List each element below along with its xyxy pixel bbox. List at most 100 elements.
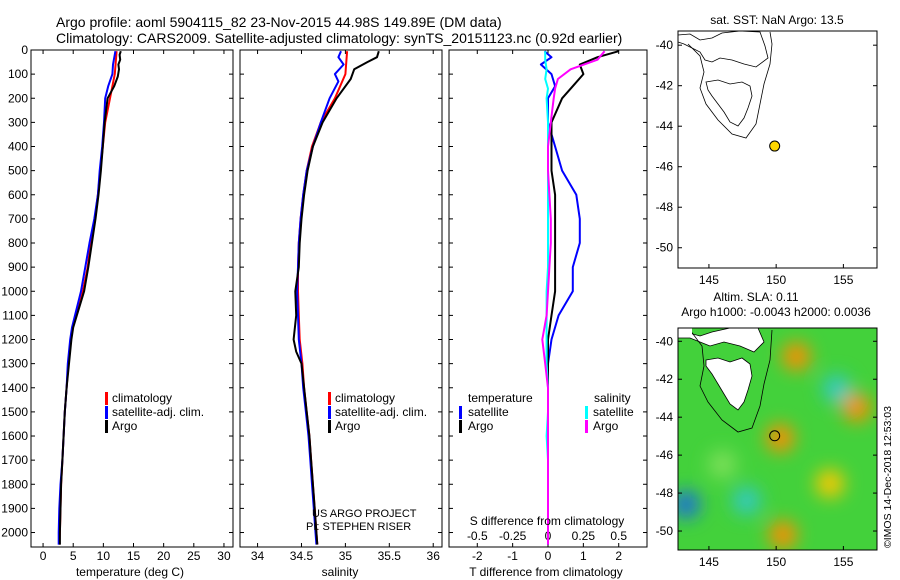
depth-tick-label: 1500 (1, 405, 28, 419)
lat-tick-label: -44 (656, 410, 674, 424)
lat-tick-label: -40 (656, 38, 674, 52)
lon-tick-label: 155 (833, 273, 853, 287)
lon-tick-label: 155 (833, 555, 853, 569)
lat-tick-label: -40 (656, 334, 674, 348)
legend-swatch-argo (328, 420, 331, 433)
series-line-argo (58, 50, 122, 545)
difference-lines (539, 50, 619, 545)
temperature-ticks: 0 5 10 15 20 25 30 (31, 49, 233, 563)
depth-tick-label: 0 (21, 43, 28, 57)
lat-tick-label: -42 (656, 79, 674, 93)
depth-tick-label: 1900 (1, 501, 28, 515)
legend-swatch-sal-satellite (585, 406, 588, 419)
legend-label-temp-satellite: satellite (468, 405, 509, 419)
lat-tick-label: -46 (656, 160, 674, 174)
series-line-satellite-adj-clim (296, 50, 345, 545)
legend-label-sal-satellite: satellite (593, 405, 634, 419)
lat-tick-label: -48 (656, 200, 674, 214)
depth-tick-label: 800 (8, 236, 28, 250)
mainland-land (678, 328, 765, 353)
sla-anomaly-blob (842, 393, 871, 422)
depth-tick-label: 1700 (1, 453, 28, 467)
project-credit: US ARGO PROJECT (312, 508, 417, 520)
depth-tick-label: 1100 (2, 308, 28, 322)
series-line-salinity-argo (541, 50, 606, 545)
sla-map-panel: Altim. SLA: 0.11 Argo h1000: -0.0043 h20… (656, 290, 878, 569)
sst-map-ticks: 145 150 155 -40 -42 -44 -46 -48 -50 (656, 38, 877, 287)
depth-tick-label: 1800 (1, 477, 28, 491)
tasmania-coastline (705, 79, 753, 127)
legend-swatch-satellite (105, 406, 108, 419)
depth-tick-label: 500 (8, 164, 28, 178)
sst-coastline (678, 31, 773, 139)
legend-label-satellite: satellite-adj. clim. (112, 405, 204, 419)
difference-ticks: -2 -1 0 1 2 (449, 49, 647, 563)
x-tick-label: 2 (615, 549, 622, 563)
sla-map-frame (677, 327, 878, 551)
legend-label-climatology: climatology (112, 391, 172, 405)
x-tick-label: -1 (507, 549, 518, 563)
legend-title-salinity: salinity (594, 391, 631, 405)
depth-tick-label: 1600 (1, 429, 28, 443)
sla-anomaly-blob (815, 469, 844, 498)
legend-label-satellite: satellite-adj. clim. (335, 405, 427, 419)
x-tick-label: 35 (339, 549, 353, 563)
sla-anomaly-blob (678, 490, 701, 519)
pi-credit: PI: STEPHEN RISER (306, 521, 411, 533)
sla-anomaly-blob (732, 486, 761, 515)
lat-tick-label: -48 (656, 486, 674, 500)
legend-label-climatology: climatology (335, 391, 395, 405)
depth-tick-label: 2000 (1, 526, 28, 540)
x-tick-label: -2 (472, 549, 483, 563)
lat-tick-label: -46 (656, 448, 674, 462)
top-x-tick-label: 0.5 (610, 529, 627, 543)
difference-top-x-label: S difference from climatology (470, 514, 625, 528)
x-tick-label: 36 (427, 549, 441, 563)
depth-tick-label: 200 (8, 91, 28, 105)
argo-profile-marker (769, 430, 781, 442)
depth-tick-label: 400 (8, 140, 28, 154)
series-line-climatology (297, 51, 349, 545)
top-x-tick-label: -0.25 (499, 529, 527, 543)
difference-panel: -2 -1 0 1 2 -0.5 -0.25 0 0.25 0.5 T difference f… (448, 49, 648, 579)
figure-title-line-1: Argo profile: aoml 5904115_82 23-Nov-201… (56, 14, 502, 30)
x-tick-label: 5 (70, 549, 77, 563)
lon-tick-label: 150 (766, 555, 786, 569)
difference-top-ticks: -0.5 -0.25 0 0.25 0.5 (467, 529, 627, 543)
series-line-argo (292, 50, 380, 545)
depth-tick-label: 300 (8, 115, 28, 129)
legend-swatch-temp-satellite (459, 406, 462, 419)
sla-map-title: Altim. SLA: 0.11 (713, 290, 798, 304)
legend-swatch-climatology (105, 392, 108, 405)
figure-title-line-2: Climatology: CARS2009. Satellite-adjuste… (56, 30, 622, 46)
temperature-panel: 0 5 10 15 20 25 30 temperature (deg C) climato… (30, 49, 234, 579)
imos-credit: ©IMOS 14-Dec-2018 12:53:03 (882, 406, 894, 548)
legend-label-sal-argo: Argo (593, 419, 619, 433)
tasmania-land (705, 357, 753, 411)
lat-tick-label: -44 (656, 119, 674, 133)
x-tick-label: 10 (97, 549, 111, 563)
sla-map-ticks: 145 150 155 -40 -42 -44 -46 -48 -50 (656, 334, 877, 569)
series-line-satellite-adj-clim (57, 51, 117, 545)
series-line-climatology (58, 51, 118, 545)
lon-tick-label: 145 (699, 555, 719, 569)
x-tick-label: 15 (127, 549, 141, 563)
sla-anomaly-blob (782, 342, 811, 371)
x-tick-label: 30 (217, 549, 231, 563)
difference-legend: temperature satellite Argo salinity sate… (459, 391, 634, 433)
depth-tick-label: 1400 (1, 381, 28, 395)
sla-anomaly-field (678, 342, 871, 549)
lon-tick-label: 145 (699, 273, 719, 287)
temperature-plot-frame (30, 49, 234, 548)
legend-swatch-sal-argo (585, 420, 588, 433)
difference-x-label: T difference from climatology (469, 565, 623, 579)
x-tick-label: 0 (545, 549, 552, 563)
salinity-legend: climatology satellite-adj. clim. Argo (328, 391, 427, 433)
continental-shelf-contour (687, 31, 773, 139)
depth-tick-label: 1200 (1, 333, 28, 347)
temperature-legend: climatology satellite-adj. clim. Argo (105, 391, 204, 433)
salinity-panel: 34 34.5 35 35.5 36 salinity climatology sate… (239, 49, 443, 579)
lon-tick-label: 150 (766, 273, 786, 287)
continental-shelf-contour (689, 329, 773, 433)
